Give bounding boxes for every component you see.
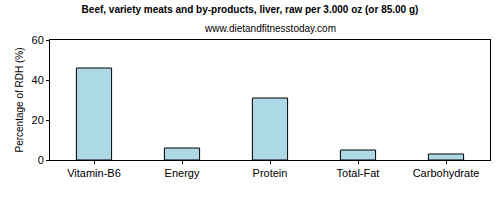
svg-text:Carbohydrate: Carbohydrate [413,167,480,179]
svg-text:Total-Fat: Total-Fat [337,167,380,179]
svg-text:40: 40 [32,74,44,86]
svg-text:0: 0 [38,154,44,166]
svg-text:Percentage of RDH (%): Percentage of RDH (%) [14,47,25,152]
svg-text:Beef, variety meats and by-pro: Beef, variety meats and by-products, liv… [82,4,419,15]
svg-text:60: 60 [32,34,44,46]
svg-text:Energy: Energy [165,167,200,179]
svg-text:www.dietandfitnesstoday.com: www.dietandfitnesstoday.com [204,23,336,34]
svg-text:Vitamin-B6: Vitamin-B6 [67,167,121,179]
svg-text:Protein: Protein [253,167,288,179]
svg-text:20: 20 [32,114,44,126]
